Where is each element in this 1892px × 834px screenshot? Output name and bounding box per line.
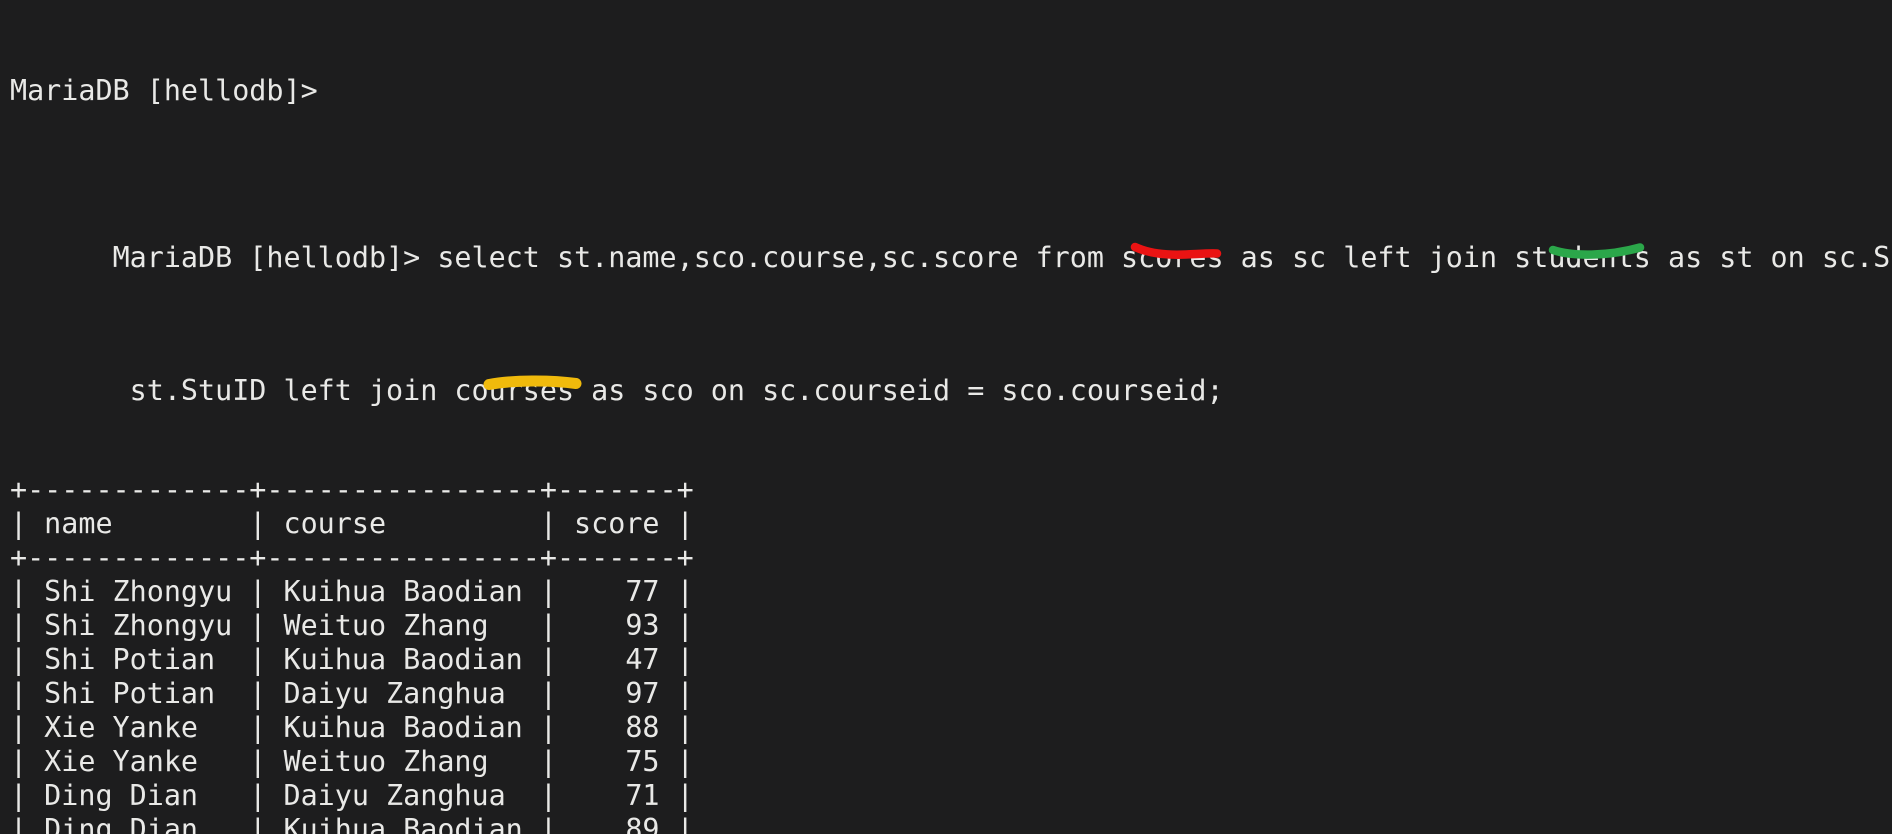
table-header: | name | course | score |	[10, 507, 694, 540]
query-text-1: MariaDB [hellodb]> select st.name,sco.co…	[112, 241, 1892, 274]
table-row: | Ding Dian | Kuihua Baodian | 89 |	[10, 813, 694, 834]
table-row: | Xie Yanke | Weituo Zhang | 75 |	[10, 745, 694, 778]
table-row: | Shi Zhongyu | Weituo Zhang | 93 |	[10, 609, 694, 642]
table-row: | Shi Potian | Daiyu Zanghua | 97 |	[10, 677, 694, 710]
table-row: | Xie Yanke | Kuihua Baodian | 88 |	[10, 711, 694, 744]
table-border: +-------------+----------------+-------+	[10, 473, 694, 506]
result-table: +-------------+----------------+-------+…	[10, 473, 1892, 834]
scrollback-prompt-clipped: MariaDB [hellodb]>	[10, 74, 318, 107]
query-text-2: st.StuID left join courses as sco on sc.…	[112, 374, 1224, 407]
table-border: +-------------+----------------+-------+	[10, 541, 694, 574]
query-line-1: MariaDB [hellodb]> select st.name,sco.co…	[10, 207, 1892, 274]
table-row: | Shi Zhongyu | Kuihua Baodian | 77 |	[10, 575, 694, 608]
query-line-2: st.StuID left join courses as sco on sc.…	[10, 340, 1892, 407]
table-row: | Shi Potian | Kuihua Baodian | 47 |	[10, 643, 694, 676]
table-row: | Ding Dian | Daiyu Zanghua | 71 |	[10, 779, 694, 812]
